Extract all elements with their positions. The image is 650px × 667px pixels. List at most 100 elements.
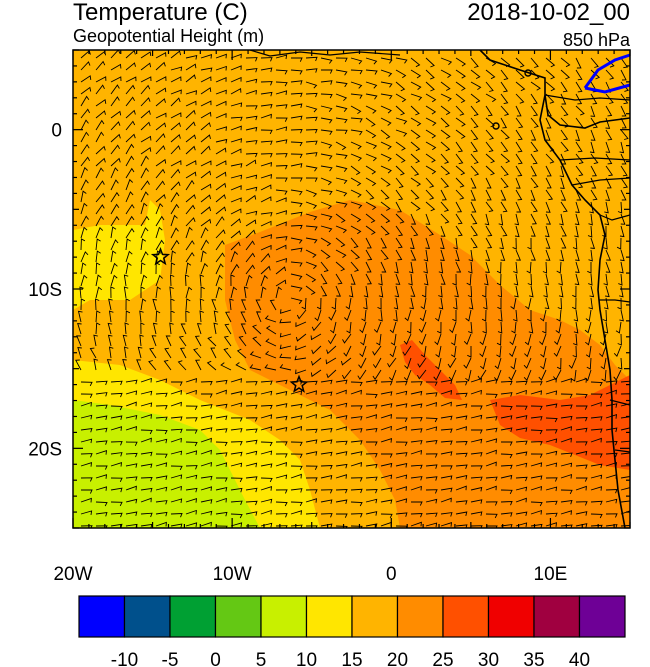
- wind-barb: [365, 489, 378, 494]
- wind-barb: [599, 345, 607, 358]
- wind-barb: [95, 131, 105, 143]
- wind-barb: [440, 81, 451, 91]
- wind-barb: [575, 201, 580, 214]
- wind-barb: [470, 438, 483, 444]
- wind-barb: [260, 252, 271, 263]
- wind-barb: [485, 177, 492, 189]
- wind-barb: [245, 462, 258, 468]
- wind-barb: [80, 119, 89, 131]
- wind-barb: [255, 299, 262, 311]
- wind-barb: [497, 321, 503, 334]
- wind-barb: [140, 121, 151, 131]
- wind-barb: [440, 213, 450, 224]
- wind-barb: [530, 381, 543, 386]
- wind-barb: [125, 441, 138, 446]
- wind-barb: [125, 463, 138, 468]
- wind-barb: [545, 117, 552, 129]
- wind-barb: [440, 225, 446, 237]
- wind-barb: [470, 153, 479, 164]
- wind-barb: [335, 237, 346, 248]
- wind-barb: [395, 165, 405, 176]
- wind-barb: [155, 61, 166, 71]
- wind-barb: [185, 389, 197, 395]
- wind-barb: [260, 414, 273, 419]
- wind-barb: [485, 501, 498, 506]
- wind-barb: [425, 464, 438, 469]
- wind-barb: [125, 262, 132, 275]
- wind-barb: [155, 122, 167, 131]
- wind-barb: [410, 440, 423, 445]
- wind-barb: [350, 129, 363, 136]
- wind-barb: [305, 116, 318, 122]
- wind-barb: [575, 417, 588, 422]
- wind-barb: [468, 261, 473, 274]
- wind-barb: [170, 112, 182, 119]
- wind-barb: [200, 87, 212, 95]
- wind-barb: [95, 511, 108, 517]
- wind-barb: [440, 497, 452, 503]
- wind-barb: [496, 333, 502, 346]
- wind-barb: [279, 344, 292, 350]
- wind-barb: [485, 379, 498, 384]
- star-marker: [289, 374, 309, 393]
- wind-barb: [574, 213, 580, 226]
- wind-barb: [80, 156, 90, 167]
- wind-barb: [123, 274, 129, 287]
- wind-barb: [350, 57, 363, 65]
- wind-barb: [80, 251, 89, 263]
- wind-barb: [450, 345, 457, 358]
- wind-barb: [140, 84, 151, 95]
- pressure-level: 850 hPa: [562, 30, 630, 50]
- wind-barb: [380, 425, 392, 431]
- wind-barb: [425, 141, 437, 151]
- wind-barb: [236, 348, 247, 359]
- wind-barb: [260, 212, 273, 217]
- wind-barb: [170, 474, 183, 480]
- wind-barb: [455, 153, 464, 165]
- wind-barb: [110, 262, 118, 275]
- map-title: Temperature (C): [73, 0, 248, 26]
- wind-barb: [603, 297, 609, 310]
- wind-barb: [365, 153, 378, 162]
- wind-barb: [335, 261, 346, 272]
- y-tick-label: 20S: [28, 439, 62, 460]
- wind-barb: [620, 380, 630, 383]
- wind-barb: [605, 165, 614, 177]
- wind-barb: [560, 105, 569, 117]
- wind-barb: [500, 427, 513, 433]
- wind-barb: [110, 452, 123, 457]
- wind-barb: [95, 99, 107, 107]
- wind-barb: [95, 60, 106, 71]
- wind-barb: [305, 105, 318, 113]
- wind-barb: [245, 428, 258, 433]
- wind-barb: [106, 359, 112, 371]
- wind-barb: [140, 227, 149, 239]
- wind-barb: [95, 380, 108, 386]
- wind-barb: [440, 428, 453, 433]
- wind-barb: [290, 261, 303, 267]
- wind-barb: [514, 225, 520, 238]
- wind-barb: [110, 415, 123, 421]
- wind-barb: [494, 357, 502, 370]
- wind-barb: [620, 403, 630, 407]
- wind-barb: [425, 522, 438, 528]
- wind-barb: [560, 153, 567, 165]
- wind-barb: [605, 261, 611, 273]
- wind-barb: [410, 93, 423, 101]
- wind-barb: [572, 285, 577, 298]
- wind-barb: [440, 415, 453, 421]
- wind-barb: [80, 202, 88, 215]
- wind-barb: [170, 227, 179, 239]
- wind-barb: [605, 414, 618, 419]
- wind-barb: [335, 105, 348, 112]
- wind-barb: [215, 252, 225, 263]
- wind-barb: [260, 220, 272, 227]
- wind-barb: [320, 177, 333, 186]
- wind-barb: [245, 126, 258, 132]
- wind-barb: [605, 129, 613, 141]
- wind-barb: [420, 345, 427, 358]
- wind-barb: [410, 390, 423, 396]
- wind-barb: [545, 522, 558, 527]
- wind-barb: [545, 129, 551, 141]
